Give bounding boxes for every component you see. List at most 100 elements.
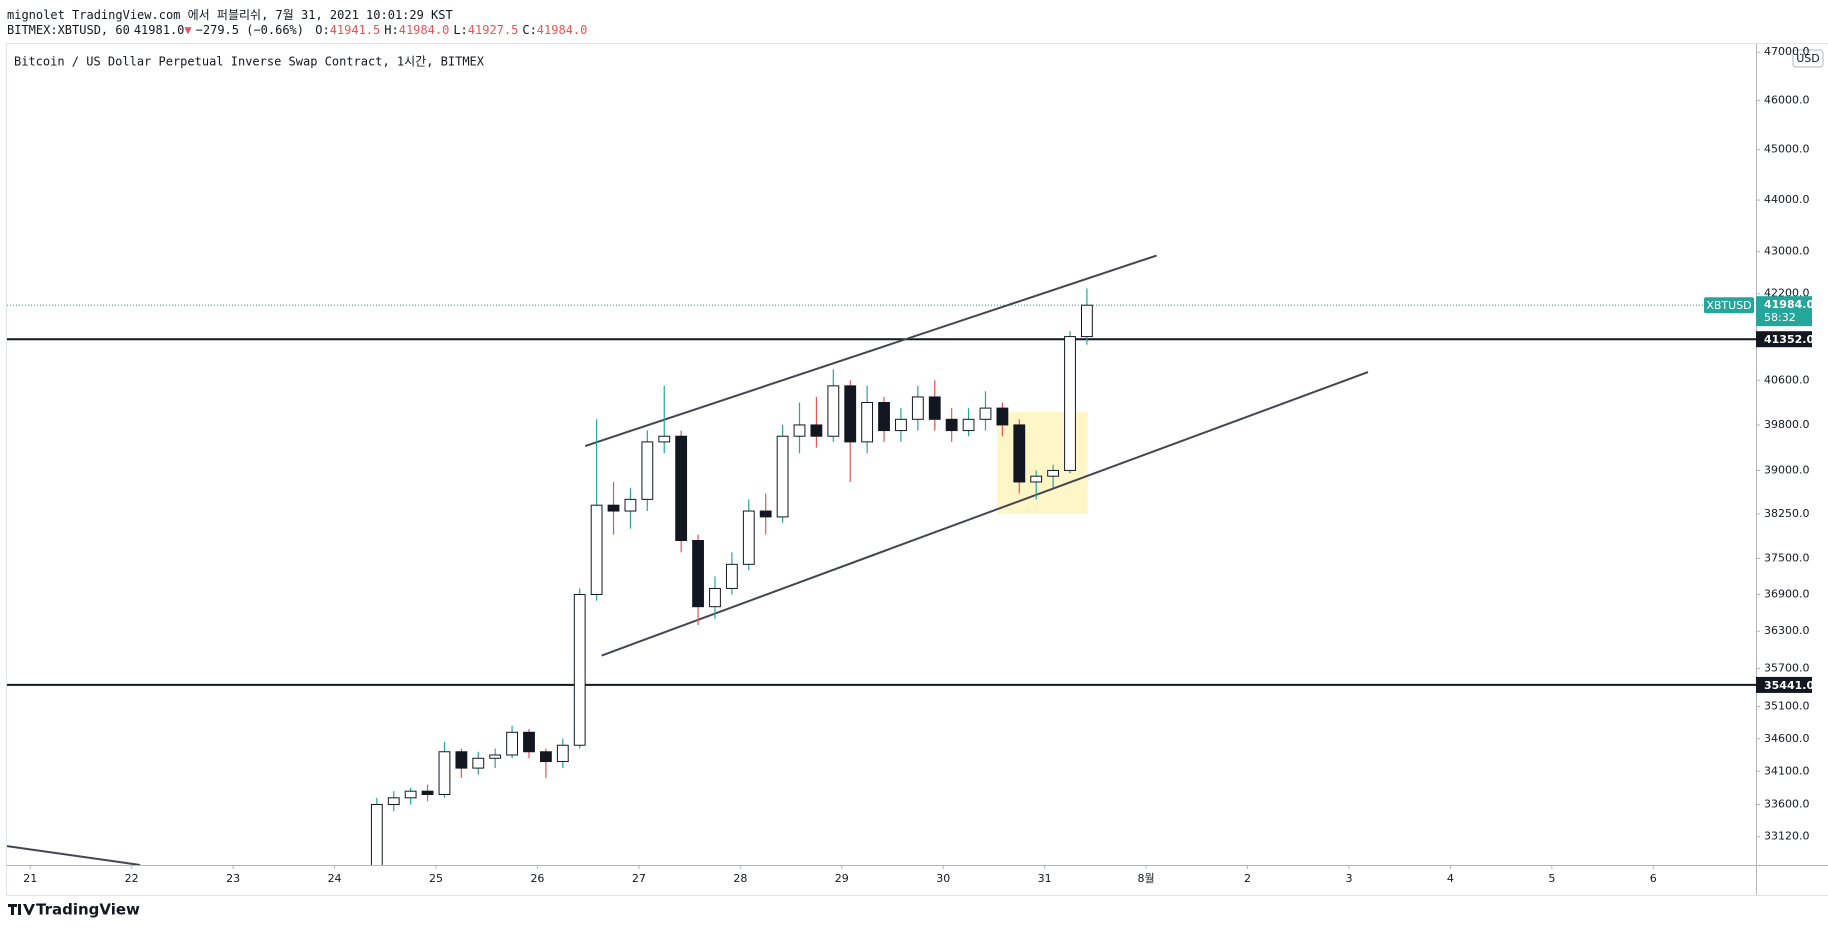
y-tick-label: 36900.0 [1764, 588, 1810, 601]
x-tick-label: 24 [328, 872, 342, 885]
logo: TradingView [36, 901, 140, 919]
candle-body [725, 563, 738, 589]
candle-body [793, 424, 806, 437]
y-tick-label: 44000.0 [1764, 193, 1810, 206]
candle-body [895, 418, 907, 432]
ohlc-value: 41927.5 [467, 23, 519, 37]
x-tick-label: 29 [835, 872, 849, 885]
last-price-name-box [1704, 297, 1754, 314]
ohlc-label: H: [384, 23, 399, 37]
candle-body [489, 754, 502, 759]
candle-body [945, 418, 958, 432]
x-tick-label: 26 [530, 872, 544, 885]
candle-body [692, 539, 704, 608]
last-price-box [1756, 296, 1812, 327]
candle-body [472, 757, 485, 769]
x-tick-label: 6 [1650, 872, 1657, 885]
candle-body [878, 402, 890, 432]
candle-body [962, 418, 975, 432]
y-tick-label: 34600.0 [1764, 732, 1810, 745]
symbol: BITMEX:XBTUSD, 60 [7, 23, 130, 37]
x-tick-label: 2 [1244, 872, 1251, 885]
y-tick-label: 37500.0 [1764, 551, 1810, 564]
chart-title: Bitcoin / US Dollar Perpetual Inverse Sw… [14, 55, 485, 69]
last: 41981.0 [133, 23, 185, 37]
trendline [7, 845, 141, 865]
candle-body [355, 879, 366, 886]
candle-body [421, 790, 434, 796]
countdown: 58:32 [1764, 311, 1796, 324]
legend: BITMEX:XBTUSD, 60 41981.0▼ −279.5 (−0.66%)… [7, 23, 591, 37]
candle-body [759, 510, 772, 518]
change: −279.5 (−0.66%) [195, 23, 305, 37]
candle-body [370, 803, 383, 865]
logo-icon [8, 904, 35, 915]
candle-body [1013, 424, 1026, 483]
candle-body [1081, 304, 1093, 338]
candle-body [1030, 475, 1043, 483]
candle-body [338, 886, 349, 893]
y-tick-label: 36300.0 [1764, 624, 1810, 637]
candle-body [506, 731, 518, 756]
candle-body [1047, 469, 1060, 477]
trendline [584, 254, 1157, 447]
y-tick-label: 46000.0 [1764, 93, 1810, 106]
x-tick-label: 8월 [1138, 872, 1155, 885]
candle-body [641, 441, 654, 500]
candle-body [709, 587, 721, 608]
candle-body [658, 435, 671, 443]
candle-body [776, 435, 789, 518]
y-tick-label: 43000.0 [1764, 245, 1810, 258]
y-tick-label: 45000.0 [1764, 143, 1810, 156]
candle-body [624, 498, 637, 512]
ohlc-value: 41984.0 [536, 23, 588, 37]
candle-body [539, 751, 552, 763]
published: mignolet TradingView.com 에서 퍼블리쉬, 7월 31,… [7, 8, 453, 22]
candle-body [979, 407, 992, 420]
currency: USD [1796, 52, 1820, 65]
arrow: ▼ [184, 23, 192, 37]
candle-body [911, 396, 924, 420]
candle-body [556, 744, 569, 763]
y-tick-label: 35100.0 [1764, 700, 1810, 713]
x-tick-label: 21 [23, 872, 37, 885]
y-tick-label: 33600.0 [1764, 797, 1810, 810]
candle-body [844, 385, 857, 443]
candle-body [404, 790, 417, 799]
ohlc-label: O: [315, 23, 330, 37]
plot [7, 254, 1756, 893]
candle-body [573, 594, 586, 746]
y-tick-label: 39800.0 [1764, 418, 1810, 431]
candle-body [1064, 336, 1076, 471]
candle-body [928, 396, 941, 420]
candle-body [996, 407, 1009, 426]
last-price-label: 41984.0 [1764, 298, 1814, 311]
x-tick-label: 30 [936, 872, 950, 885]
hline-label: 35441.0 [1764, 679, 1814, 692]
y-tick-label: 33120.0 [1764, 830, 1810, 843]
candle-body [675, 435, 688, 541]
x-tick-label: 4 [1447, 872, 1454, 885]
candle-body [387, 797, 400, 805]
ohlc-label: C: [522, 23, 537, 37]
candle-body [810, 424, 823, 437]
candle-body [590, 504, 603, 596]
ohlc-value: 41984.0 [398, 23, 450, 37]
x-tick-label: 22 [125, 872, 139, 885]
candle-body [827, 385, 840, 437]
x-tick-label: 27 [632, 872, 646, 885]
y-tick-label: 40600.0 [1764, 373, 1810, 386]
x-tick-label: 28 [733, 872, 747, 885]
x-tick-label: 31 [1038, 872, 1052, 885]
x-tick-label: 3 [1345, 872, 1352, 885]
ohlc-label: L: [453, 23, 468, 37]
hline-label: 41352.0 [1764, 333, 1814, 346]
last-price-name: XBTUSD [1706, 299, 1751, 312]
hline-label-box [1756, 676, 1812, 693]
x-tick-label: 23 [226, 872, 240, 885]
candle-body [607, 504, 620, 512]
currency-box [1792, 49, 1824, 68]
candle-body [742, 510, 755, 565]
